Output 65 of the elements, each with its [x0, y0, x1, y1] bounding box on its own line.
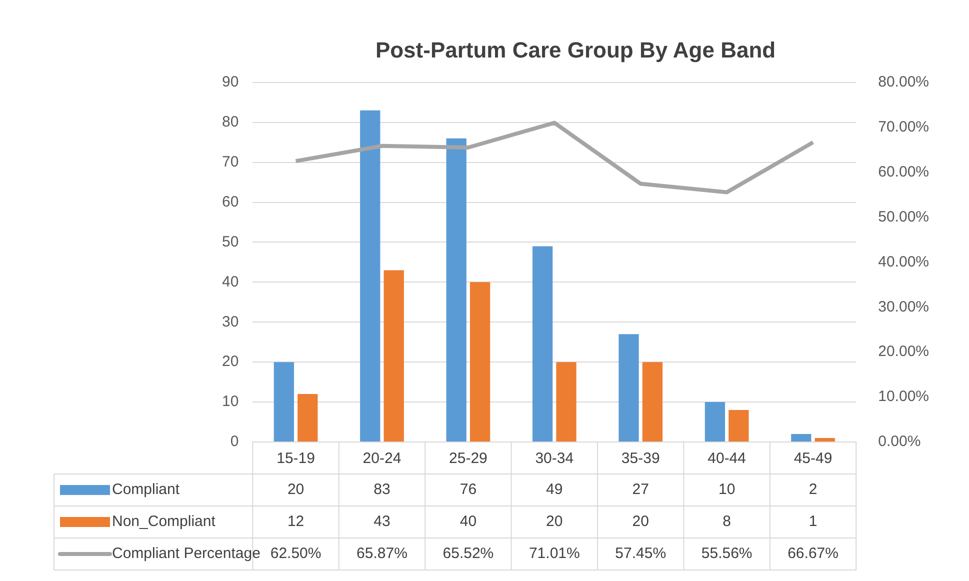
y2-tick-label: 40.00% [878, 253, 929, 270]
bar [618, 334, 639, 442]
data-label: 10 [718, 481, 736, 498]
y-tick-label: 70 [222, 153, 239, 170]
y2-tick-label: 60.00% [878, 163, 929, 180]
bar [532, 246, 553, 442]
data-label: 62.50% [270, 545, 322, 562]
data-label: 83 [374, 481, 390, 498]
y2-tick-label: 30.00% [878, 298, 929, 316]
y2-tick-label: 0.00% [878, 433, 921, 450]
y-tick-label: 90 [222, 74, 239, 91]
data-label: 49 [546, 481, 563, 498]
data-label: 20 [287, 481, 304, 498]
bar [791, 434, 812, 442]
data-label: 12 [287, 513, 304, 530]
x-tick-label: 15-19 [276, 450, 315, 468]
y2-tick-label: 70.00% [878, 118, 929, 136]
y2-tick-label: 50.00% [878, 208, 929, 226]
data-label: 43 [374, 513, 390, 530]
data-label: 40 [460, 513, 477, 530]
data-label: 1 [808, 513, 818, 530]
bar [384, 270, 404, 442]
data-label: 65.52% [442, 545, 494, 562]
bar [274, 362, 294, 442]
data-label: 2 [808, 481, 818, 498]
y-tick-label: 50 [222, 233, 239, 250]
bar [814, 438, 835, 442]
chart-title: Post-Partum Care Group By Age Band [375, 37, 776, 62]
y-tick-label: 10 [222, 393, 239, 410]
bar [728, 410, 749, 442]
bar [298, 394, 318, 442]
x-tick-label: 20-24 [362, 450, 402, 468]
legend-label: Non_Compliant [112, 513, 216, 530]
data-label: 66.67% [788, 545, 838, 562]
data-label: 20 [546, 513, 563, 530]
bar [470, 282, 490, 442]
x-tick-label: 25-29 [449, 450, 488, 468]
data-label: 8 [722, 513, 731, 530]
legend-label: Compliant Percentage [112, 545, 260, 562]
bar [446, 138, 466, 442]
data-label: 65.87% [356, 545, 408, 562]
data-label: 57.45% [615, 545, 666, 562]
y2-tick-label: 10.00% [878, 388, 929, 406]
data-label: 27 [632, 481, 649, 498]
y2-tick-label: 20.00% [878, 343, 929, 360]
y-tick-label: 40 [222, 273, 239, 290]
bar [556, 362, 576, 442]
y2-tick-label: 80.00% [878, 74, 929, 91]
data-label: 20 [632, 513, 649, 530]
bar [642, 362, 663, 442]
data-label: 71.01% [528, 545, 580, 562]
y-tick-label: 30 [222, 313, 239, 330]
x-tick-label: 45-49 [794, 450, 832, 468]
x-tick-label: 30-34 [535, 450, 574, 468]
y-tick-label: 20 [222, 353, 239, 370]
bar [704, 402, 726, 442]
legend-label: Compliant [112, 481, 180, 498]
y-tick-label: 60 [222, 193, 239, 210]
x-tick-label: 40-44 [708, 450, 746, 468]
bar [360, 110, 380, 442]
y-tick-label: 0 [230, 433, 239, 450]
data-label: 76 [460, 481, 477, 498]
data-label: 55.56% [701, 545, 752, 562]
x-tick-label: 35-39 [621, 450, 660, 468]
y-tick-label: 80 [222, 113, 239, 130]
